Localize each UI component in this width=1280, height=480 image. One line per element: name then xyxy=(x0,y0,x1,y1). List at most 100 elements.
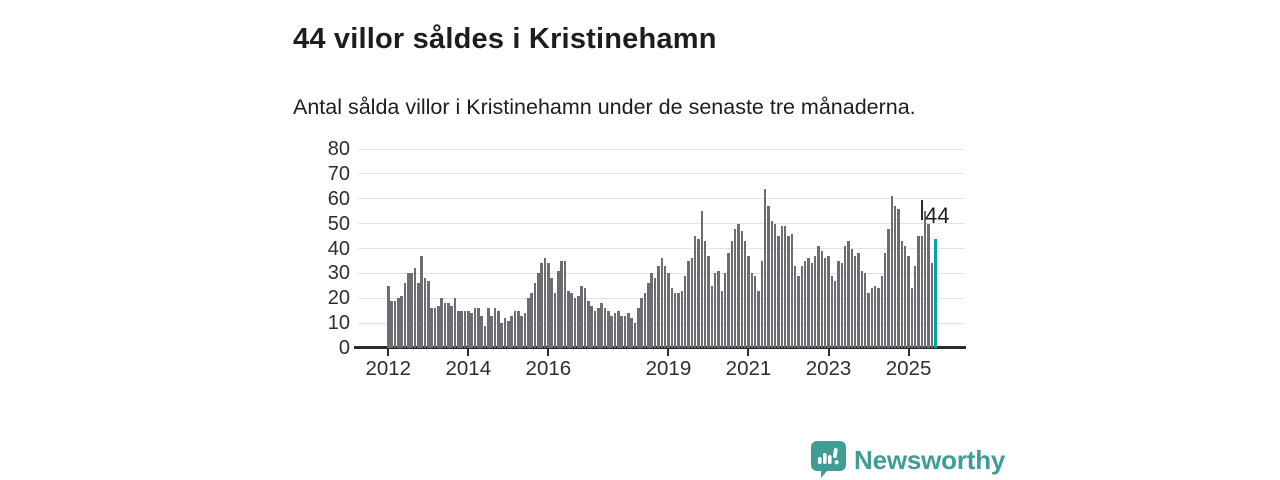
bar xyxy=(497,310,500,348)
bar xyxy=(833,280,837,348)
bar xyxy=(753,275,757,348)
gridline xyxy=(358,148,964,150)
bar xyxy=(853,255,857,348)
bar xyxy=(517,310,520,348)
page-title: 44 villor såldes i Kristinehamn xyxy=(293,23,717,56)
bar xyxy=(907,255,910,348)
bar xyxy=(697,238,700,348)
bar xyxy=(520,315,523,348)
bar xyxy=(733,228,737,348)
bar xyxy=(800,265,804,348)
bar xyxy=(457,310,460,348)
bar xyxy=(850,248,854,348)
bar xyxy=(577,295,580,348)
bar xyxy=(523,313,527,348)
bar xyxy=(660,258,663,348)
bar xyxy=(630,318,633,348)
bar xyxy=(870,288,874,348)
bar xyxy=(703,241,707,348)
bar xyxy=(913,265,917,348)
bar xyxy=(780,226,784,348)
bar xyxy=(450,305,453,348)
bar xyxy=(453,298,457,348)
y-axis-labels: 0 10 20 30 40 50 60 70 80 xyxy=(290,139,350,359)
bar xyxy=(643,293,647,348)
bar xyxy=(587,300,590,348)
bar xyxy=(727,253,730,348)
bar xyxy=(700,211,704,348)
x-tick xyxy=(387,348,390,356)
x-tick xyxy=(547,348,550,356)
bar xyxy=(573,298,577,348)
bar xyxy=(673,293,677,348)
bar xyxy=(750,273,754,348)
bar xyxy=(470,313,473,348)
bar xyxy=(903,246,907,348)
bar xyxy=(740,231,744,348)
bar xyxy=(820,251,824,348)
bar xyxy=(563,260,567,348)
bar xyxy=(460,310,463,348)
bar xyxy=(707,255,710,348)
bar xyxy=(877,288,880,348)
bar xyxy=(607,310,610,348)
bar xyxy=(513,310,517,348)
bar xyxy=(797,275,800,348)
bar xyxy=(623,315,627,348)
bar xyxy=(603,308,607,348)
x-tick-label: 2019 xyxy=(645,357,692,380)
bar xyxy=(687,260,690,348)
bar xyxy=(713,273,717,348)
bar xyxy=(493,308,497,348)
bar xyxy=(890,196,894,348)
bar xyxy=(387,285,390,348)
bar xyxy=(500,323,503,348)
bar xyxy=(390,300,393,348)
x-axis-line xyxy=(354,346,966,349)
bar xyxy=(413,268,417,348)
bar xyxy=(790,233,794,348)
bar xyxy=(883,253,887,348)
bar xyxy=(580,285,583,348)
x-tick xyxy=(907,348,910,356)
bar xyxy=(417,283,420,348)
y-tick-label: 30 xyxy=(327,262,350,285)
bar xyxy=(553,293,557,348)
bar xyxy=(403,283,407,348)
bar xyxy=(723,273,727,348)
x-tick xyxy=(747,348,750,356)
bar xyxy=(893,206,897,348)
bar xyxy=(437,305,440,348)
x-tick-label: 2025 xyxy=(885,357,932,380)
y-tick-label: 0 xyxy=(338,337,350,359)
bar xyxy=(747,255,750,348)
bar xyxy=(600,303,603,348)
bar xyxy=(473,308,477,348)
bar xyxy=(873,285,877,348)
plot-area xyxy=(354,148,966,349)
bar xyxy=(757,290,760,348)
bar xyxy=(477,308,480,348)
bar xyxy=(763,188,767,348)
bar xyxy=(407,273,410,348)
x-tick-label: 2023 xyxy=(805,357,852,380)
x-tick-label: 2012 xyxy=(365,357,412,380)
bar xyxy=(463,310,467,348)
bar xyxy=(813,255,817,348)
bar xyxy=(467,310,470,348)
bar xyxy=(483,325,487,348)
newsworthy-wordmark: Newsworthy xyxy=(854,444,1006,475)
bar xyxy=(770,221,774,348)
bar xyxy=(667,273,670,348)
bar xyxy=(550,278,553,348)
bar xyxy=(537,273,540,348)
bar xyxy=(530,293,533,348)
bar xyxy=(760,260,764,348)
bar xyxy=(910,288,914,348)
bar xyxy=(803,260,807,348)
bar xyxy=(827,255,830,348)
bar xyxy=(880,275,884,348)
bar xyxy=(433,308,437,348)
